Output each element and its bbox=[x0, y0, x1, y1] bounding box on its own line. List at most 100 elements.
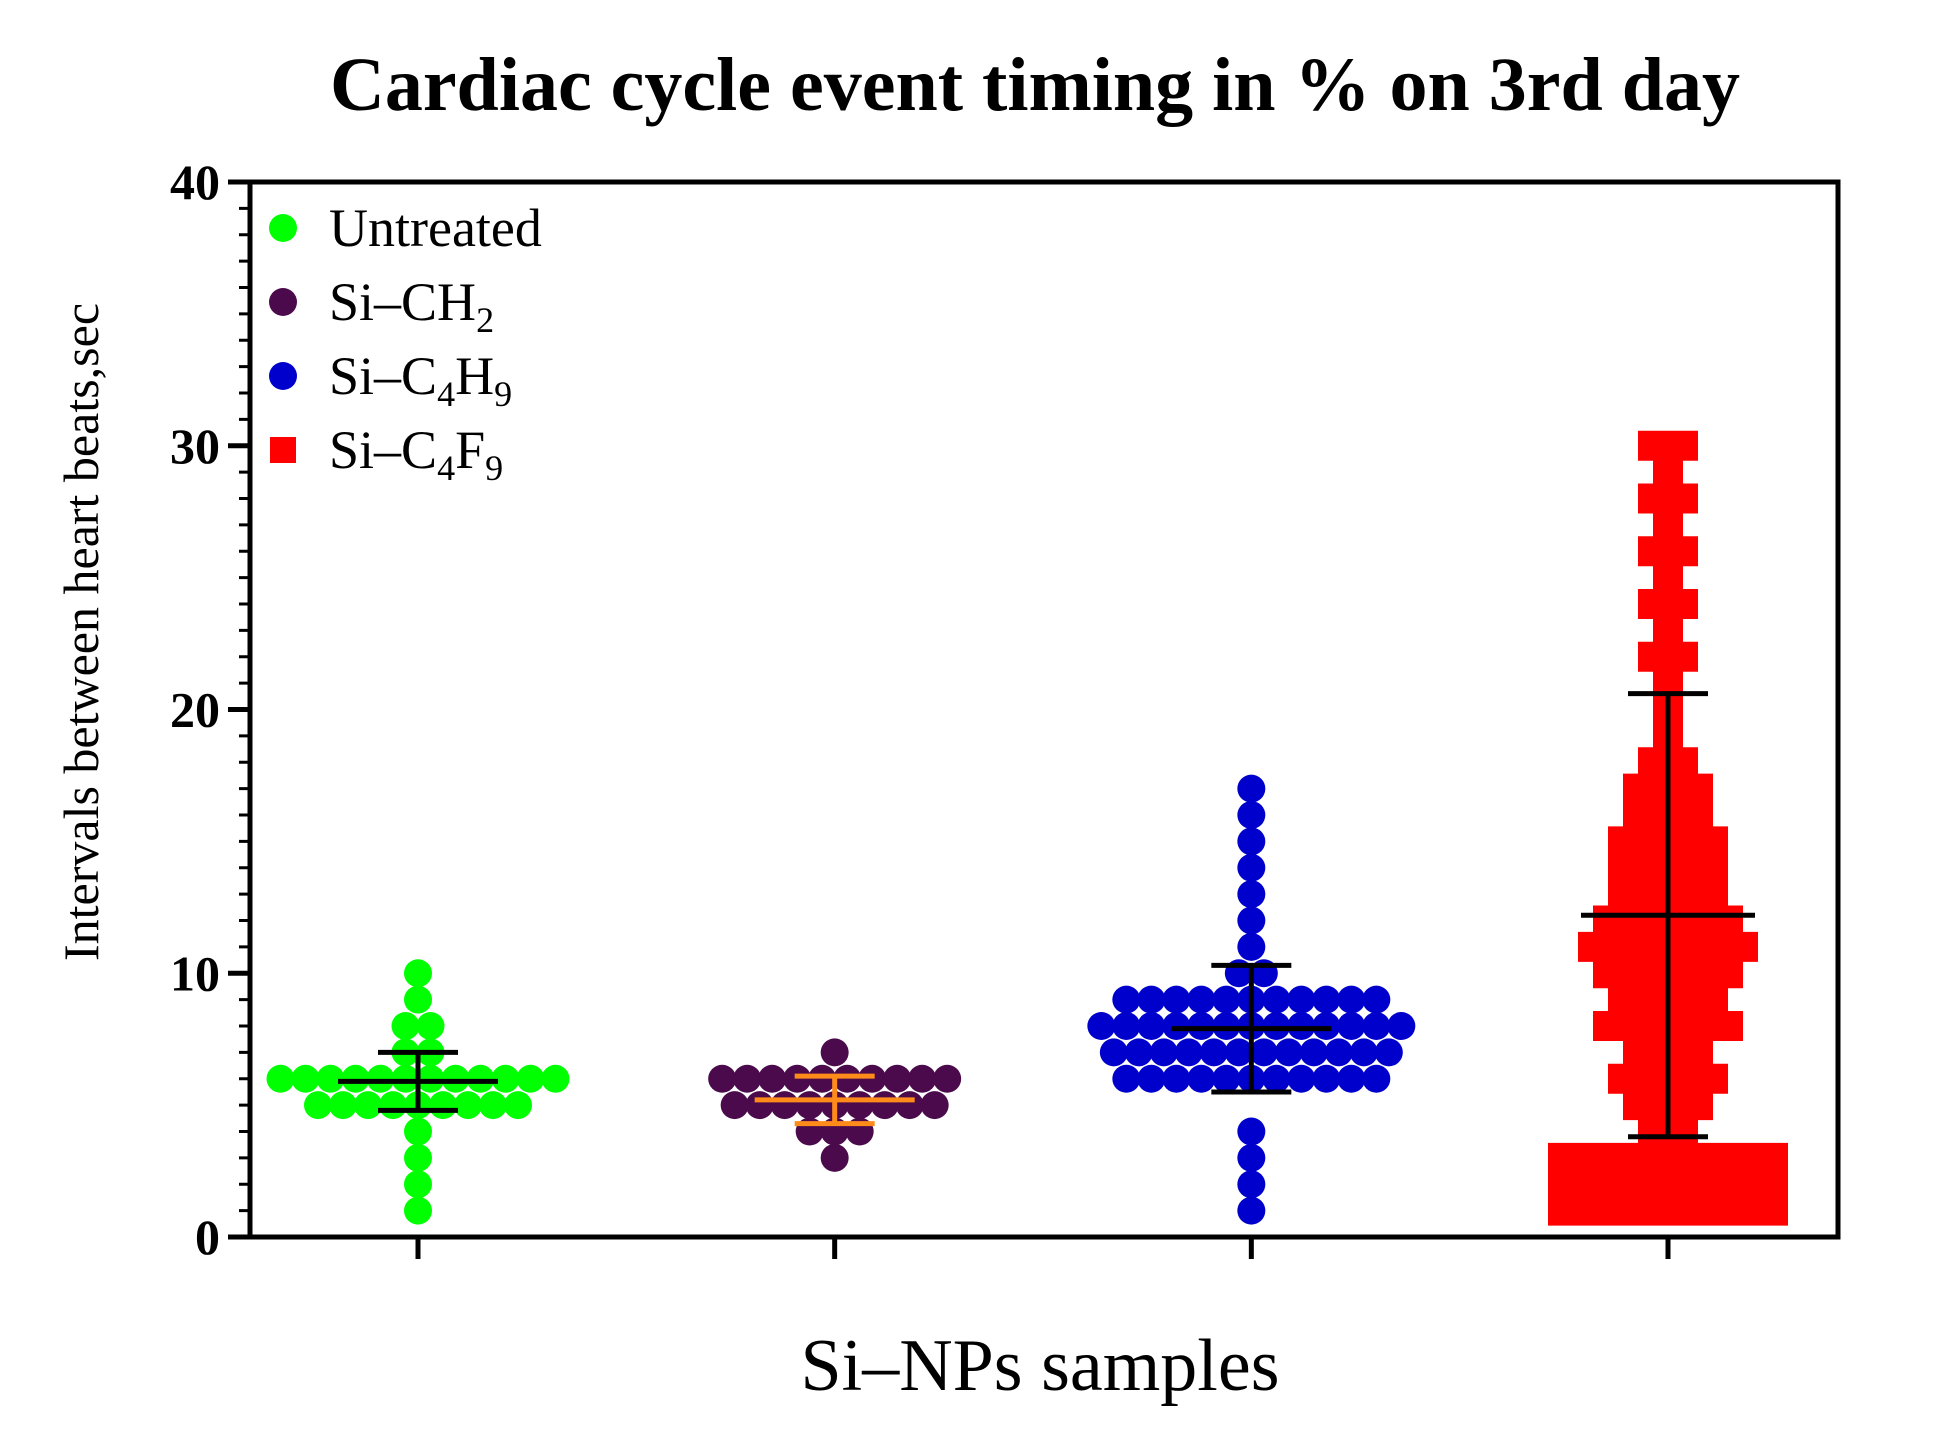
legend-marker bbox=[269, 214, 297, 242]
data-point bbox=[1623, 1011, 1653, 1041]
data-point bbox=[1653, 509, 1683, 540]
legend-label-part: F bbox=[455, 420, 485, 480]
data-point bbox=[1698, 1063, 1728, 1094]
data-point bbox=[1668, 1142, 1698, 1173]
data-point bbox=[1623, 1090, 1653, 1121]
data-point bbox=[416, 1064, 445, 1093]
legend-label-part: 2 bbox=[476, 300, 494, 340]
data-point bbox=[1608, 1169, 1638, 1200]
data-point bbox=[1237, 932, 1266, 961]
data-point bbox=[1683, 905, 1713, 936]
data-point bbox=[1162, 1064, 1191, 1093]
data-point bbox=[1668, 1169, 1698, 1200]
legend-label: Si–C4F9 bbox=[329, 420, 503, 488]
data-point bbox=[1713, 1011, 1743, 1041]
data-point bbox=[404, 1143, 432, 1172]
data-point bbox=[1199, 1038, 1228, 1067]
data-point bbox=[1698, 879, 1728, 910]
data-point bbox=[1728, 1195, 1758, 1226]
data-point bbox=[1623, 800, 1653, 830]
data-point bbox=[1668, 1195, 1698, 1226]
data-point bbox=[1262, 985, 1291, 1014]
data-point bbox=[1668, 826, 1698, 857]
data-point bbox=[1668, 879, 1698, 910]
data-point bbox=[1349, 1038, 1378, 1067]
y-tick-label: 20 bbox=[170, 682, 220, 738]
data-point bbox=[1174, 1038, 1203, 1067]
data-point bbox=[1728, 1142, 1758, 1173]
data-point bbox=[441, 1064, 470, 1093]
data-point bbox=[1638, 984, 1668, 1015]
data-point bbox=[1287, 1064, 1316, 1093]
data-point bbox=[1262, 1064, 1291, 1093]
data-point bbox=[1638, 879, 1668, 910]
axes-layer: 0 10 20 30 40 bbox=[170, 154, 1841, 1265]
data-point bbox=[870, 1091, 899, 1120]
data-point bbox=[1262, 1012, 1291, 1040]
data-point bbox=[1149, 1038, 1178, 1067]
data-point bbox=[770, 1091, 799, 1120]
data-point bbox=[391, 1064, 420, 1093]
data-point bbox=[1668, 747, 1698, 778]
y-tick-label: 10 bbox=[170, 945, 220, 1001]
x-axis-title: Si–NPs samples bbox=[800, 1325, 1279, 1407]
data-point bbox=[1653, 615, 1683, 646]
data-point bbox=[341, 1064, 370, 1093]
data-point bbox=[1337, 1064, 1366, 1093]
data-point bbox=[1287, 985, 1316, 1014]
data-point bbox=[1638, 1169, 1668, 1200]
data-point bbox=[1608, 1142, 1638, 1173]
data-point bbox=[1608, 1195, 1638, 1226]
data-point bbox=[416, 1012, 445, 1040]
data-point bbox=[1668, 984, 1698, 1015]
data-point bbox=[1608, 931, 1638, 962]
data-point bbox=[1608, 879, 1638, 910]
data-point bbox=[1683, 1011, 1713, 1041]
legend-marker bbox=[269, 288, 297, 316]
data-point bbox=[1653, 562, 1683, 593]
legend-label-part: 4 bbox=[437, 448, 455, 488]
data-point bbox=[1237, 827, 1266, 856]
data-point bbox=[1638, 1116, 1668, 1147]
legend-label: Untreated bbox=[329, 198, 542, 258]
data-point bbox=[1112, 985, 1141, 1014]
data-point bbox=[329, 1091, 357, 1120]
data-point bbox=[1638, 536, 1668, 567]
data-point bbox=[1312, 1064, 1341, 1093]
data-point bbox=[1638, 1063, 1668, 1094]
data-point bbox=[429, 1091, 457, 1120]
data-point bbox=[920, 1091, 949, 1120]
data-point bbox=[1668, 536, 1698, 567]
data-point bbox=[1758, 1142, 1788, 1173]
data-point bbox=[1312, 1012, 1341, 1040]
data-point bbox=[720, 1091, 749, 1120]
data-point bbox=[1608, 852, 1638, 883]
data-point bbox=[1683, 800, 1713, 830]
data-point bbox=[1638, 483, 1668, 514]
data-point bbox=[1698, 826, 1728, 857]
data-point bbox=[291, 1064, 320, 1093]
data-point bbox=[808, 1064, 837, 1093]
data-point bbox=[908, 1064, 937, 1093]
data-point bbox=[1337, 985, 1366, 1014]
data-point bbox=[1187, 985, 1216, 1014]
y-tick-label: 40 bbox=[170, 154, 220, 210]
y-tick-label: 30 bbox=[170, 418, 220, 474]
data-point bbox=[1683, 958, 1713, 989]
data-point bbox=[379, 1091, 407, 1120]
data-point bbox=[1728, 1169, 1758, 1200]
data-point bbox=[1683, 1090, 1713, 1121]
data-point bbox=[1212, 1064, 1241, 1093]
data-point bbox=[1224, 1038, 1253, 1067]
data-point bbox=[1187, 1064, 1216, 1093]
data-point bbox=[1274, 1038, 1303, 1067]
data-point bbox=[516, 1064, 545, 1093]
data-point bbox=[858, 1064, 887, 1093]
data-point bbox=[708, 1064, 737, 1093]
data-point bbox=[404, 985, 432, 1014]
data-point bbox=[1668, 483, 1698, 514]
data-point bbox=[1237, 1143, 1266, 1172]
data-point bbox=[1112, 1064, 1141, 1093]
legend-label-part: Si–CH bbox=[329, 272, 476, 332]
error-bars-layer bbox=[338, 691, 1755, 1140]
